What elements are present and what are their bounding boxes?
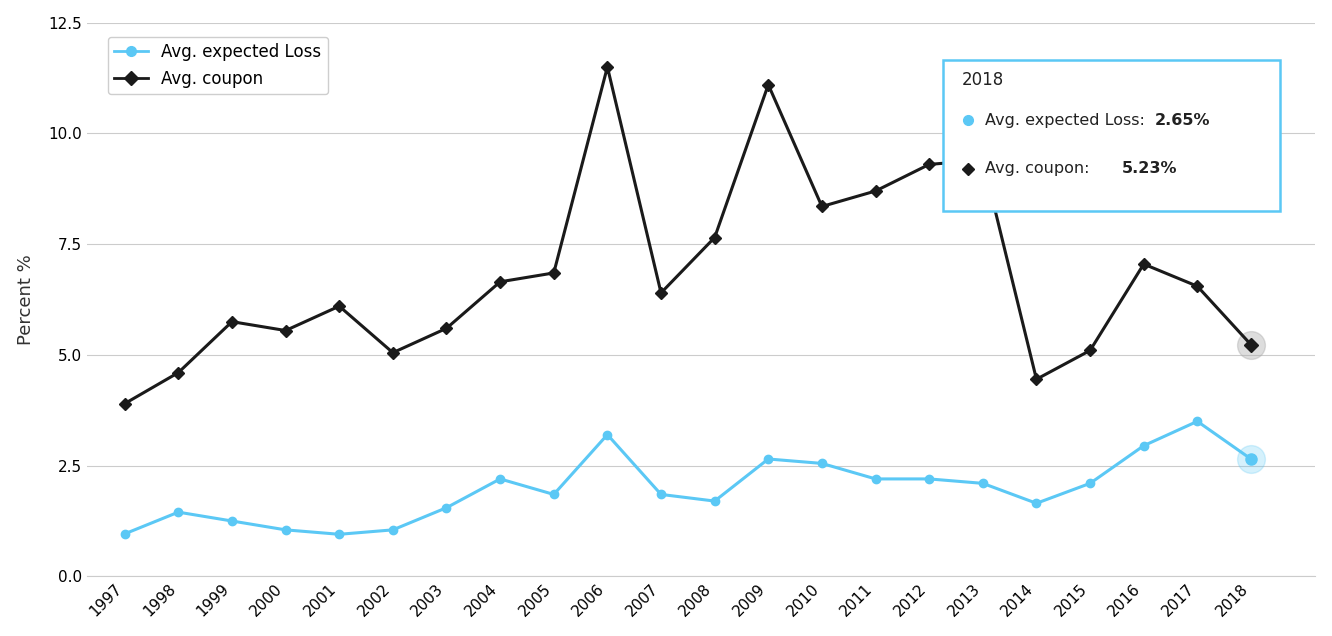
FancyBboxPatch shape xyxy=(943,60,1280,211)
Text: Avg. coupon:: Avg. coupon: xyxy=(986,162,1095,176)
Text: 2.65%: 2.65% xyxy=(1155,113,1209,128)
Y-axis label: Percent %: Percent % xyxy=(17,254,35,345)
Text: 5.23%: 5.23% xyxy=(1123,162,1177,176)
Legend: Avg. expected Loss, Avg. coupon: Avg. expected Loss, Avg. coupon xyxy=(108,36,328,94)
Text: Avg. expected Loss:: Avg. expected Loss: xyxy=(986,113,1151,128)
Text: 2018: 2018 xyxy=(962,71,1003,88)
